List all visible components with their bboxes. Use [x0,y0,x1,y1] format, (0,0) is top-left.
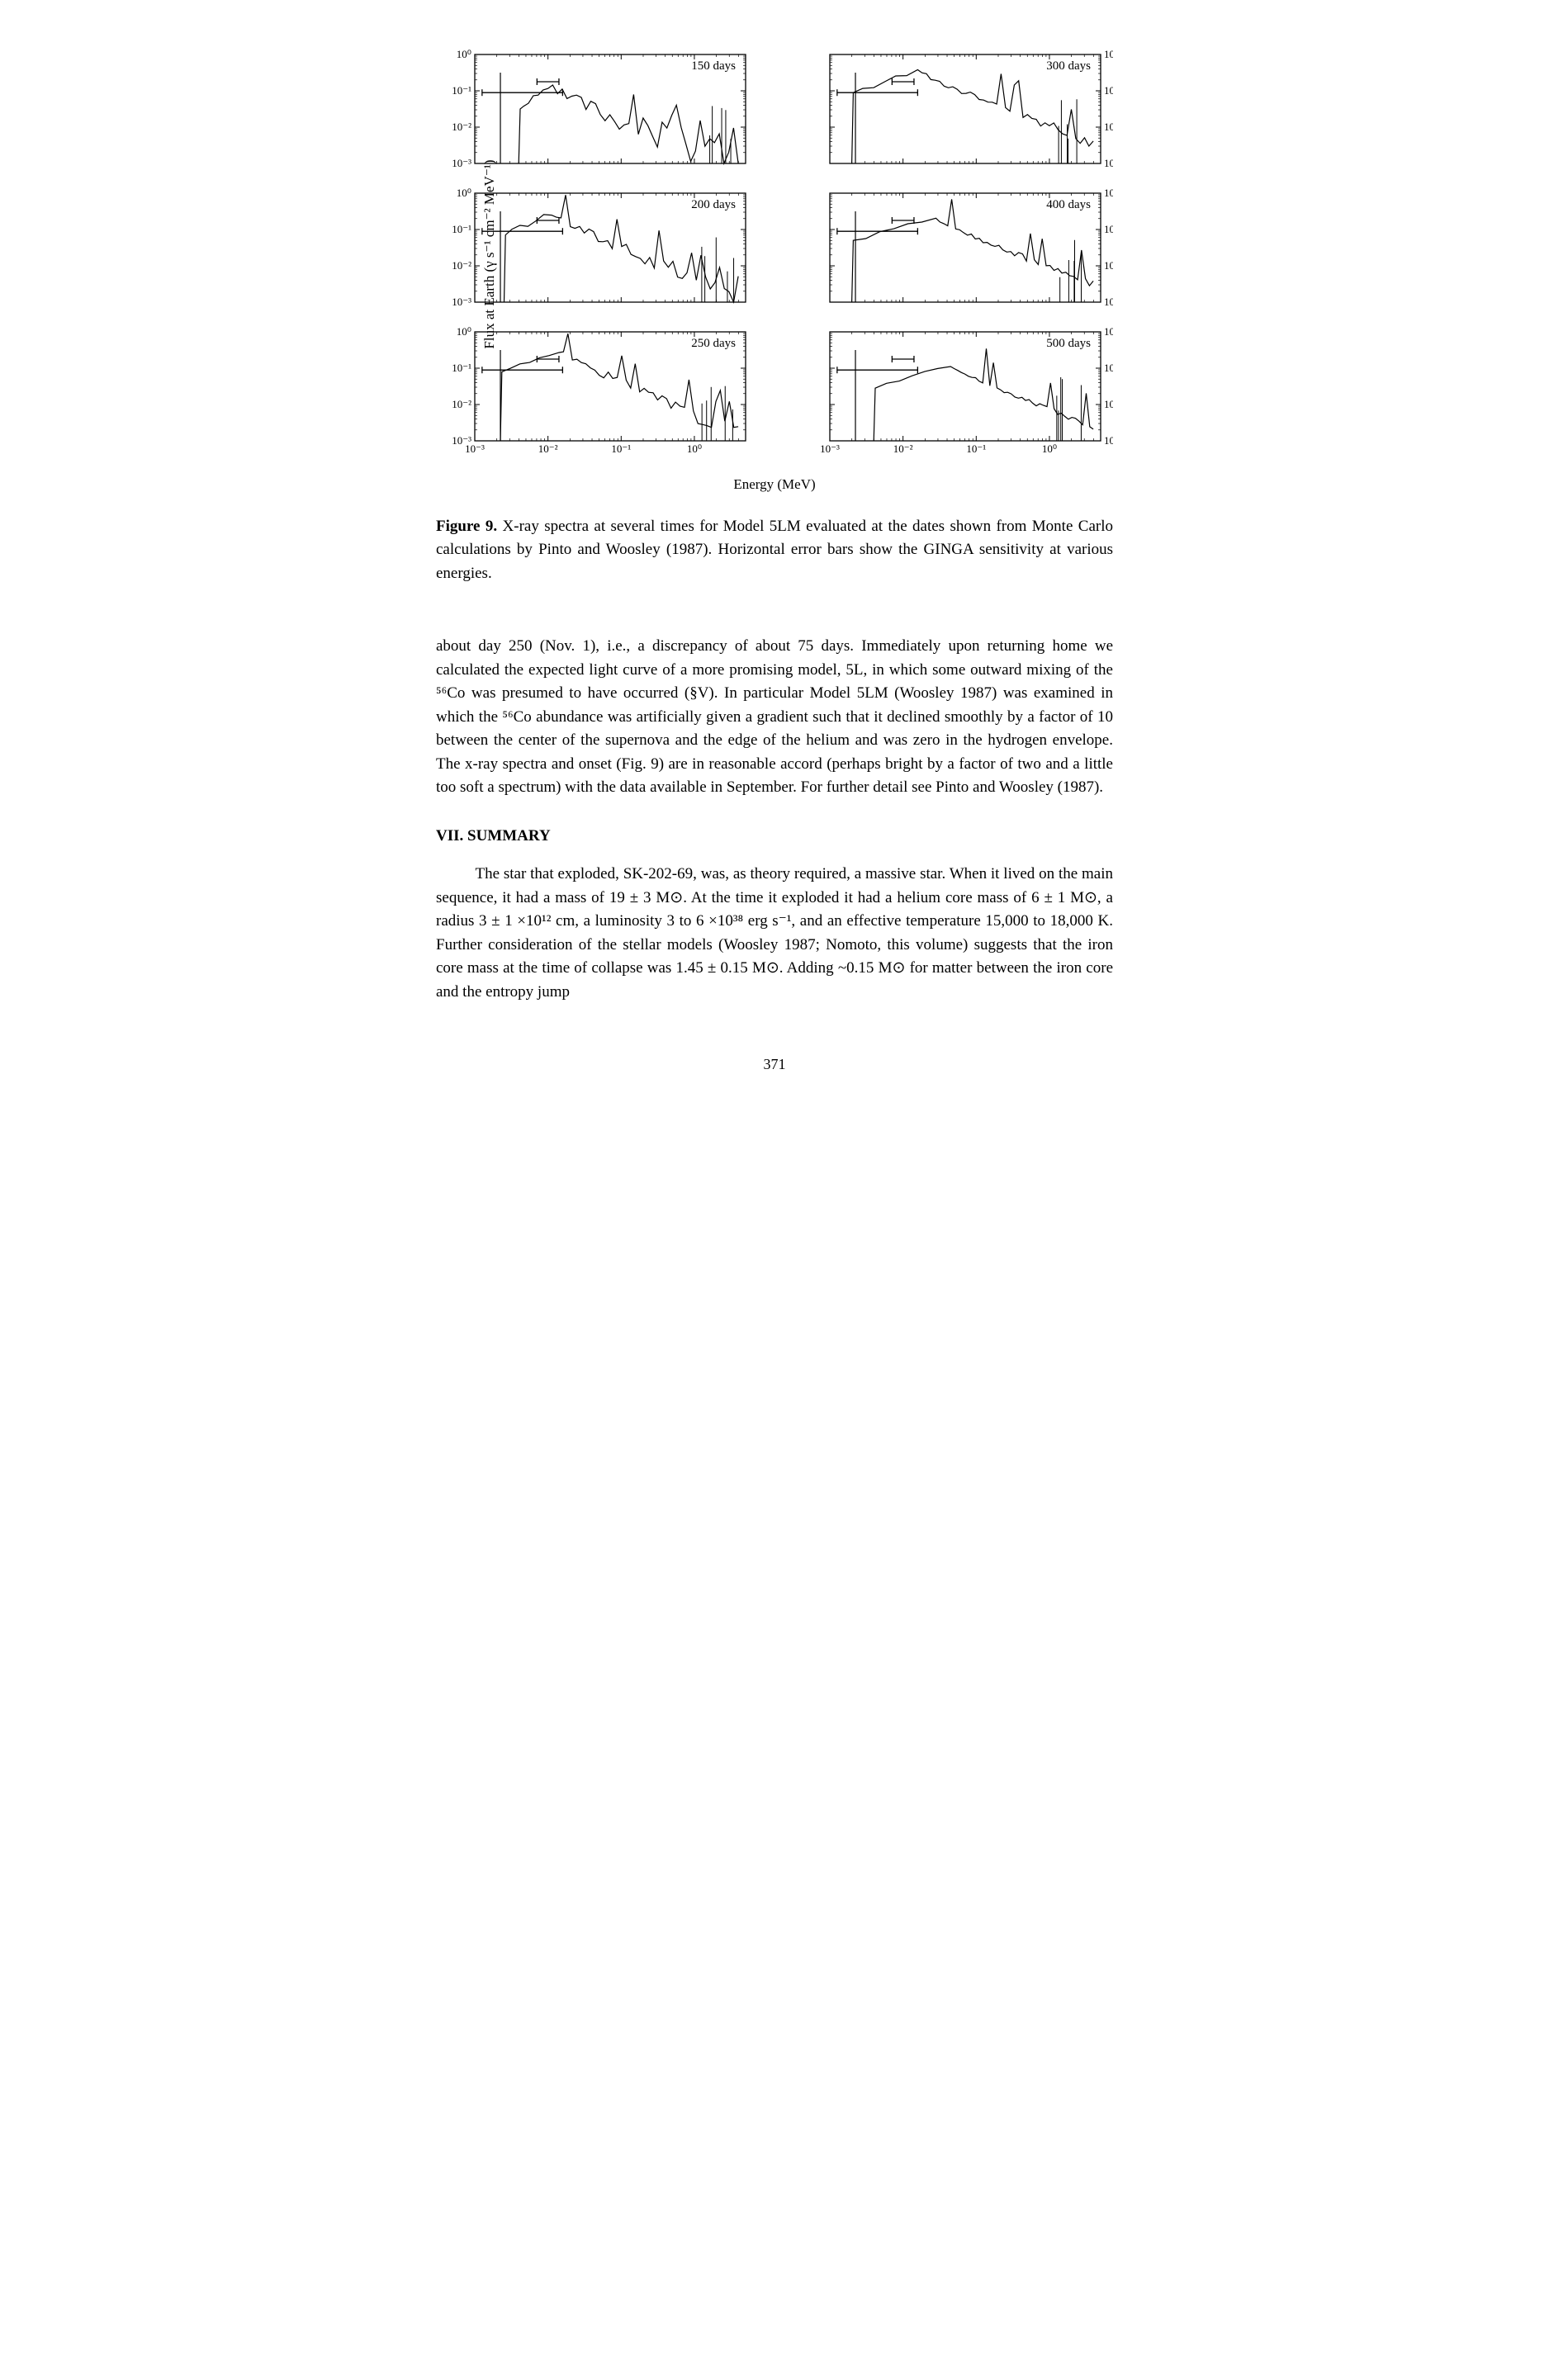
svg-text:10⁰: 10⁰ [457,188,471,199]
svg-text:10⁻²: 10⁻² [1104,121,1113,133]
svg-text:10⁻²: 10⁻² [538,442,558,455]
svg-text:10⁻²: 10⁻² [452,259,471,272]
svg-text:10⁻³: 10⁻³ [820,442,840,455]
svg-text:400 days: 400 days [1046,198,1091,211]
spectrum-panel: 10⁻³10⁻²10⁻¹10⁰10⁻³10⁻²10⁻¹10⁰250 days [436,327,758,459]
svg-text:300 days: 300 days [1046,59,1091,73]
svg-text:10⁰: 10⁰ [457,50,471,60]
svg-text:10⁻²: 10⁻² [452,398,471,410]
svg-text:200 days: 200 days [691,198,736,211]
svg-text:10⁻²: 10⁻² [1104,398,1113,410]
svg-text:10⁻²: 10⁻² [893,442,913,455]
svg-text:10⁻¹: 10⁻¹ [452,84,471,97]
spectrum-panel: 10⁻³ 10⁻² 10⁻¹ 10⁰ 400 days [791,188,1113,320]
svg-text:10⁰: 10⁰ [1104,327,1113,338]
svg-text:250 days: 250 days [691,337,736,350]
section-heading: VII. SUMMARY [436,825,1113,849]
svg-text:10⁻³: 10⁻³ [1104,157,1113,169]
svg-text:10⁻³: 10⁻³ [1104,434,1113,447]
svg-text:10⁻¹: 10⁻¹ [452,223,471,235]
caption-text: X-ray spectra at several times for Model… [436,518,1113,582]
svg-text:10⁻³: 10⁻³ [452,434,471,447]
svg-text:10⁻¹: 10⁻¹ [611,442,631,455]
svg-text:10⁻¹: 10⁻¹ [1104,362,1113,374]
svg-text:10⁻²: 10⁻² [452,121,471,133]
svg-text:10⁰: 10⁰ [457,327,471,338]
spectrum-panel: 10⁻³ 10⁻² 10⁻¹ 10⁰ 300 days [791,50,1113,182]
svg-text:10⁰: 10⁰ [1042,442,1057,455]
svg-text:500 days: 500 days [1046,337,1091,350]
svg-text:10⁻¹: 10⁻¹ [452,362,471,374]
summary-paragraph: The star that exploded, SK-202-69, was, … [436,863,1113,1004]
svg-text:10⁰: 10⁰ [1104,50,1113,60]
paragraph-continuation: about day 250 (Nov. 1), i.e., a discrepa… [436,635,1113,800]
spectrum-panel: 10⁻³ 10⁻² 10⁻¹ 10⁰ 10⁻³ 10⁻² 10⁻¹ 10⁰ 500 days [791,327,1113,459]
svg-text:10⁻¹: 10⁻¹ [1104,223,1113,235]
panel-grid: Flux at Earth (γ s⁻¹ cm⁻² MeV⁻¹) 10⁻³10⁻… [436,50,1113,459]
caption-lead: Figure 9. [436,518,497,535]
spectrum-panel: 10⁻³ 10⁻² 10⁻¹ 10⁰ 150 days [436,50,758,182]
svg-text:10⁻¹: 10⁻¹ [966,442,986,455]
page-number: 371 [74,1053,1475,1076]
spectrum-panel: 10⁻³ 10⁻² 10⁻¹ 10⁰ 200 days [436,188,758,320]
x-axis-label: Energy (MeV) [436,474,1113,495]
svg-text:10⁻³: 10⁻³ [452,157,471,169]
figure-9: Flux at Earth (γ s⁻¹ cm⁻² MeV⁻¹) 10⁻³10⁻… [436,50,1113,495]
svg-text:10⁻²: 10⁻² [1104,259,1113,272]
figure-caption: Figure 9. X-ray spectra at several times… [436,515,1113,586]
svg-text:10⁻³: 10⁻³ [1104,296,1113,308]
svg-text:10⁰: 10⁰ [1104,188,1113,199]
svg-text:150 days: 150 days [691,59,736,73]
svg-text:10⁻¹: 10⁻¹ [1104,84,1113,97]
svg-text:10⁻³: 10⁻³ [452,296,471,308]
svg-text:10⁰: 10⁰ [687,442,702,455]
